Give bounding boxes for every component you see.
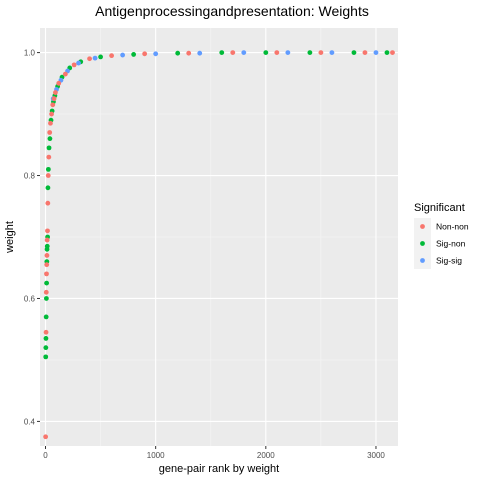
data-point-sig-sig: [153, 51, 158, 56]
data-point-sig-non: [44, 315, 49, 320]
legend-swatch: [420, 241, 425, 246]
data-point-non-non: [47, 130, 52, 135]
legend-swatch: [420, 224, 425, 229]
data-point-sig-non: [43, 345, 48, 350]
data-point-non-non: [390, 50, 395, 55]
x-tick-label: 2000: [257, 451, 275, 460]
legend-label: Sig-sig: [436, 256, 462, 266]
data-point-non-non: [142, 51, 147, 56]
data-point-non-non: [72, 62, 77, 67]
data-point-non-non: [186, 51, 191, 56]
data-point-sig-non: [219, 50, 224, 55]
data-point-sig-non: [46, 185, 51, 190]
data-point-sig-sig: [197, 51, 202, 56]
data-point-sig-non: [48, 136, 53, 141]
legend-swatch: [420, 258, 425, 263]
data-point-non-non: [109, 53, 114, 58]
data-point-non-non: [43, 434, 48, 439]
data-point-sig-non: [175, 51, 180, 56]
data-point-non-non: [87, 56, 92, 61]
data-point-non-non: [44, 290, 49, 295]
y-tick-label: 0.6: [24, 294, 36, 303]
data-point-sig-sig: [285, 50, 290, 55]
data-point-sig-sig: [120, 53, 125, 58]
data-point-sig-sig: [374, 50, 379, 55]
data-point-sig-non: [385, 50, 390, 55]
x-tick-label: 1000: [147, 451, 165, 460]
data-point-non-non: [50, 102, 55, 107]
data-point-non-non: [44, 330, 49, 335]
data-point-sig-non: [45, 244, 50, 249]
data-point-sig-non: [44, 336, 49, 341]
y-tick-label: 0.8: [24, 172, 36, 181]
data-point-non-non: [363, 50, 368, 55]
legend-label: Non-non: [436, 222, 469, 232]
data-point-sig-non: [44, 296, 49, 301]
data-point-sig-non: [352, 50, 357, 55]
data-point-non-non: [274, 50, 279, 55]
x-axis-title: gene-pair rank by weight: [159, 463, 279, 475]
data-point-sig-non: [263, 50, 268, 55]
data-point-sig-non: [47, 145, 52, 150]
data-point-non-non: [45, 253, 50, 258]
data-point-non-non: [49, 112, 54, 117]
chart-title: Antigenprocessingandpresentation: Weight…: [95, 3, 369, 19]
data-point-non-non: [63, 72, 68, 77]
data-point-non-non: [230, 50, 235, 55]
y-tick-label: 1.0: [24, 49, 36, 58]
data-point-non-non: [53, 90, 58, 95]
data-point-non-non: [44, 271, 49, 276]
data-point-sig-sig: [241, 50, 246, 55]
data-point-non-non: [45, 238, 50, 243]
y-axis-title: weight: [4, 221, 16, 254]
data-point-non-non: [45, 201, 50, 206]
data-point-non-non: [44, 262, 49, 267]
data-point-sig-non: [131, 52, 136, 57]
legend-title: Significant: [414, 202, 465, 214]
data-point-non-non: [45, 228, 50, 233]
data-point-sig-non: [307, 50, 312, 55]
data-point-sig-non: [98, 54, 103, 59]
data-point-non-non: [56, 81, 61, 86]
legend: Significant Non-non Sig-non Sig-sig: [414, 202, 469, 269]
data-point-sig-sig: [93, 56, 98, 61]
data-point-non-non: [48, 121, 53, 126]
data-point-sig-sig: [330, 50, 335, 55]
data-point-non-non: [52, 96, 57, 101]
y-tick-label: 0.4: [24, 417, 36, 426]
data-point-sig-non: [44, 281, 49, 286]
data-point-sig-non: [46, 167, 51, 172]
data-point-non-non: [46, 155, 51, 160]
data-point-non-non: [318, 50, 323, 55]
legend-label: Sig-non: [436, 239, 466, 249]
x-tick-label: 0: [43, 451, 48, 460]
data-point-non-non: [46, 173, 51, 178]
data-point-sig-non: [43, 354, 48, 359]
x-tick-label: 3000: [367, 451, 385, 460]
data-point-sig-sig: [76, 61, 81, 66]
